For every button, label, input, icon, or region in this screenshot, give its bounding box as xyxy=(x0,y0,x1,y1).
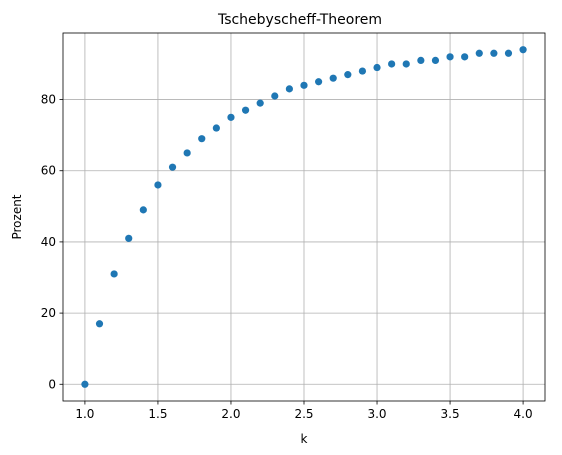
chart-title: Tschebyscheff-Theorem xyxy=(217,12,382,28)
data-point xyxy=(285,85,293,93)
data-point xyxy=(125,234,133,242)
y-tick-label: 60 xyxy=(41,164,56,178)
data-point xyxy=(271,92,279,100)
data-point xyxy=(519,46,527,54)
data-point xyxy=(81,380,89,388)
data-point xyxy=(402,60,410,68)
y-tick-label: 0 xyxy=(48,377,56,391)
grid xyxy=(63,33,545,401)
data-point xyxy=(227,113,235,121)
data-point xyxy=(344,71,352,79)
data-point xyxy=(198,135,206,143)
data-point xyxy=(329,74,337,82)
data-point xyxy=(475,49,483,57)
data-point xyxy=(139,206,147,214)
data-point xyxy=(461,53,469,61)
data-point xyxy=(300,81,308,89)
y-tick-label: 40 xyxy=(41,235,56,249)
data-point xyxy=(446,53,454,61)
data-points xyxy=(81,46,527,388)
data-point xyxy=(388,60,396,68)
data-point xyxy=(212,124,220,132)
x-tick-label: 4.0 xyxy=(514,407,533,421)
data-point xyxy=(373,63,381,72)
y-tick-label: 80 xyxy=(41,93,56,107)
data-point xyxy=(490,49,498,57)
data-point xyxy=(241,106,250,114)
x-axis: 1.0 1.5 2.0 2.5 3.0 3.5 4.0 xyxy=(75,401,533,421)
x-tick-label: 3.0 xyxy=(367,407,386,421)
data-point xyxy=(168,163,177,171)
x-tick-label: 2.0 xyxy=(221,407,240,421)
data-point xyxy=(417,56,425,65)
y-tick-label: 20 xyxy=(41,306,56,320)
x-tick-label: 3.5 xyxy=(441,407,460,421)
x-tick-label: 1.5 xyxy=(148,407,167,421)
data-point xyxy=(358,67,367,75)
data-point xyxy=(504,49,513,57)
data-point xyxy=(154,181,162,189)
data-point xyxy=(315,78,323,86)
x-tick-label: 2.5 xyxy=(294,407,313,421)
data-point xyxy=(110,270,118,278)
y-axis-label: Prozent xyxy=(10,194,24,239)
data-point xyxy=(95,320,104,328)
data-point xyxy=(183,149,191,157)
data-point xyxy=(256,99,264,107)
x-axis-label: k xyxy=(301,432,308,446)
data-point xyxy=(431,56,440,65)
y-axis: 0 20 40 60 80 xyxy=(41,93,63,391)
x-tick-label: 1.0 xyxy=(75,407,94,421)
